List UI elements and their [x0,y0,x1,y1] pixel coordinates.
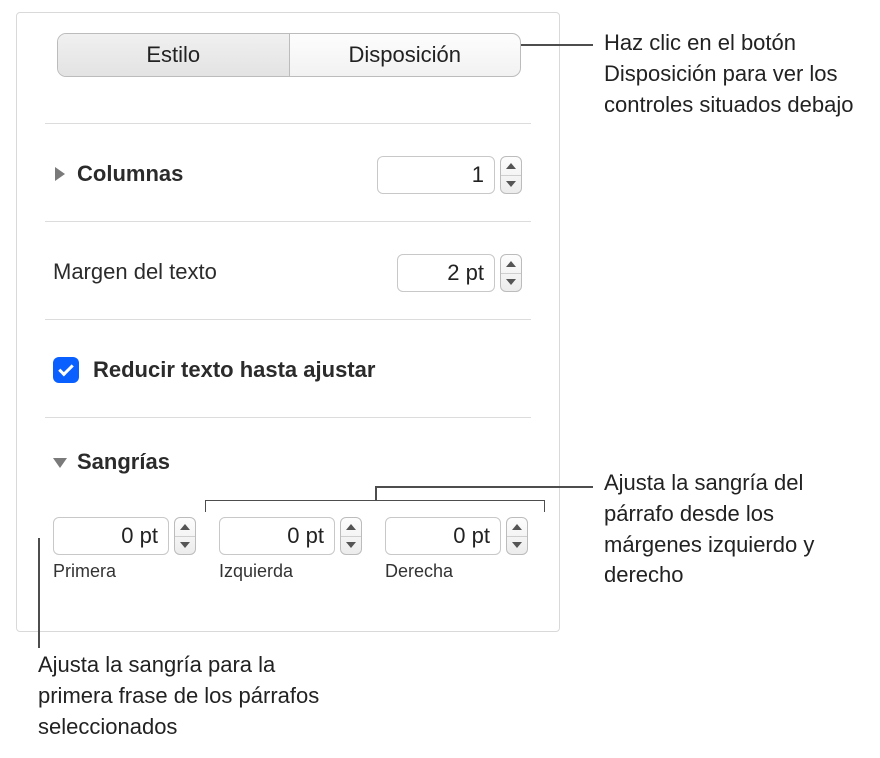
primera-input[interactable] [53,517,169,555]
tab-disposicion-label: Disposición [349,42,462,68]
step-up-icon[interactable] [175,518,195,537]
divider [45,123,531,124]
derecha-input[interactable] [385,517,501,555]
izquierda-sublabel: Izquierda [219,561,362,582]
check-icon [58,361,74,377]
callout-izqder: Ajusta la sangría del párrafo desde los … [604,468,874,591]
step-up-icon[interactable] [341,518,361,537]
primera-stepper[interactable] [174,517,196,555]
reducir-label: Reducir texto hasta ajustar [93,357,375,383]
columnas-input[interactable] [377,156,495,194]
reducir-row[interactable]: Reducir texto hasta ajustar [53,357,375,383]
tab-estilo[interactable]: Estilo [58,34,290,76]
sangrias-row[interactable]: Sangrías [53,449,170,475]
callout-disposicion: Haz clic en el botón Disposición para ve… [604,28,874,120]
step-down-icon[interactable] [501,274,521,292]
callout-line [375,486,593,488]
callout-bracket [205,500,545,512]
divider [45,221,531,222]
izquierda-stepper[interactable] [340,517,362,555]
reducir-checkbox[interactable] [53,357,79,383]
step-down-icon[interactable] [175,537,195,555]
tab-segmented-control: Estilo Disposición [57,33,521,77]
tab-disposicion[interactable]: Disposición [290,34,521,76]
step-down-icon[interactable] [341,537,361,555]
margen-stepper[interactable] [500,254,522,292]
primera-sublabel: Primera [53,561,196,582]
columnas-row[interactable]: Columnas [53,161,183,187]
margen-row: Margen del texto [53,259,217,285]
izquierda-input[interactable] [219,517,335,555]
sangria-primera: Primera [53,517,196,582]
step-up-icon[interactable] [507,518,527,537]
callout-line [375,486,377,500]
margen-input[interactable] [397,254,495,292]
step-up-icon[interactable] [501,255,521,274]
divider [45,319,531,320]
margen-label: Margen del texto [53,259,217,285]
columnas-stepper[interactable] [500,156,522,194]
step-up-icon[interactable] [501,157,521,176]
tab-estilo-label: Estilo [146,42,200,68]
chevron-right-icon [53,167,67,181]
layout-panel: Estilo Disposición Columnas Margen del t… [16,12,560,632]
step-down-icon[interactable] [501,176,521,194]
sangria-derecha: Derecha [385,517,528,582]
chevron-down-icon [53,455,67,469]
divider [45,417,531,418]
margen-field [397,254,522,292]
derecha-stepper[interactable] [506,517,528,555]
derecha-sublabel: Derecha [385,561,528,582]
callout-line [521,44,593,46]
sangrias-label: Sangrías [77,449,170,475]
callout-line [38,538,40,648]
step-down-icon[interactable] [507,537,527,555]
callout-primera: Ajusta la sangría para la primera frase … [38,650,338,742]
sangria-izquierda: Izquierda [219,517,362,582]
columnas-label: Columnas [77,161,183,187]
columnas-field [377,156,522,194]
